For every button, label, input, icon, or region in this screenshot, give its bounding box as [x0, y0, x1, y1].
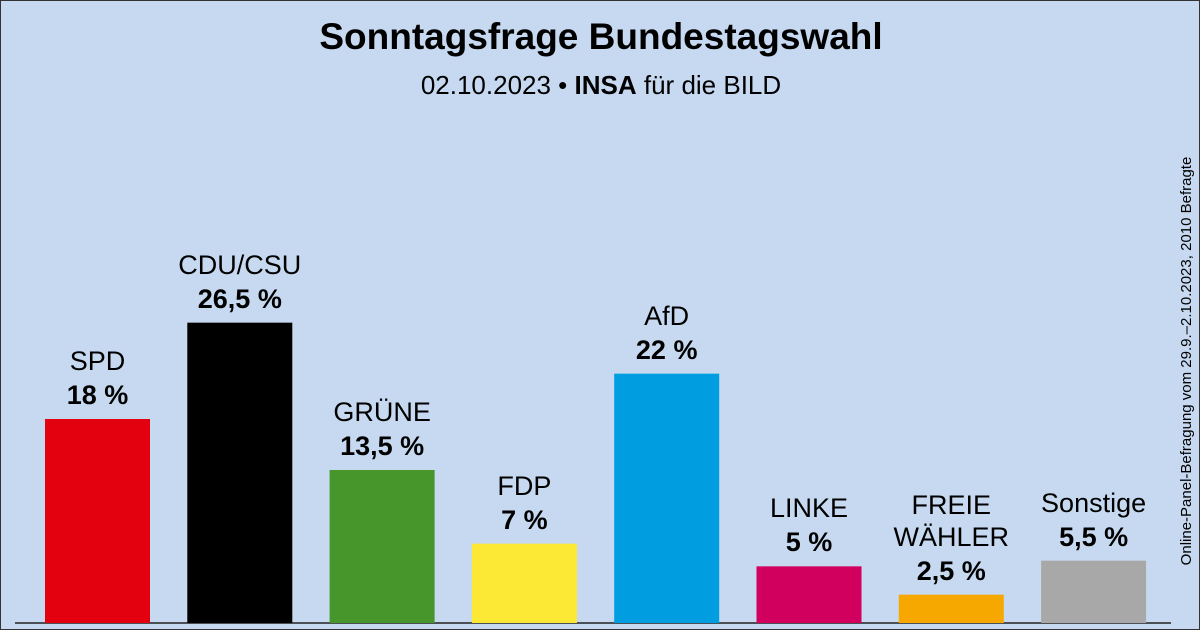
category-label: AfD: [644, 300, 690, 331]
value-label: 26,5 %: [197, 283, 282, 314]
value-label: 2,5 %: [916, 555, 986, 586]
bar: [1041, 560, 1147, 623]
category-label: CDU/CSU: [178, 249, 302, 280]
value-label: 5 %: [785, 527, 833, 558]
chart-title: Sonntagsfrage Bundestagswahl: [319, 16, 882, 57]
value-label: 7 %: [501, 504, 548, 535]
bar: [329, 470, 435, 623]
side-note: Online-Panel-Befragung vom 29.9.–2.10.20…: [1178, 157, 1195, 566]
value-label: 18 %: [66, 380, 129, 410]
category-label: FREIE WÄHLER: [893, 489, 1010, 552]
category-label: GRÜNE: [333, 397, 431, 427]
bar: [471, 543, 577, 623]
subtitle-date: 02.10.2023 •: [421, 70, 567, 100]
chart-subtitle: 02.10.2023 • INSA für die BILD: [421, 70, 781, 100]
value-label: 5,5 %: [1059, 521, 1129, 552]
value-label: 13,5 %: [340, 431, 425, 461]
bar: [614, 373, 720, 623]
value-label: 22 %: [635, 334, 698, 365]
bar: [187, 322, 293, 623]
bar: [756, 566, 862, 623]
category-label: FDP: [497, 470, 552, 501]
bar: [898, 594, 1004, 623]
category-label: Sonstige: [1041, 487, 1147, 518]
bar: [45, 419, 150, 623]
subtitle-institute: INSA: [575, 70, 637, 100]
category-label: SPD: [69, 346, 126, 376]
subtitle-client: für die BILD: [644, 70, 781, 100]
category-label: LINKE: [769, 493, 849, 524]
